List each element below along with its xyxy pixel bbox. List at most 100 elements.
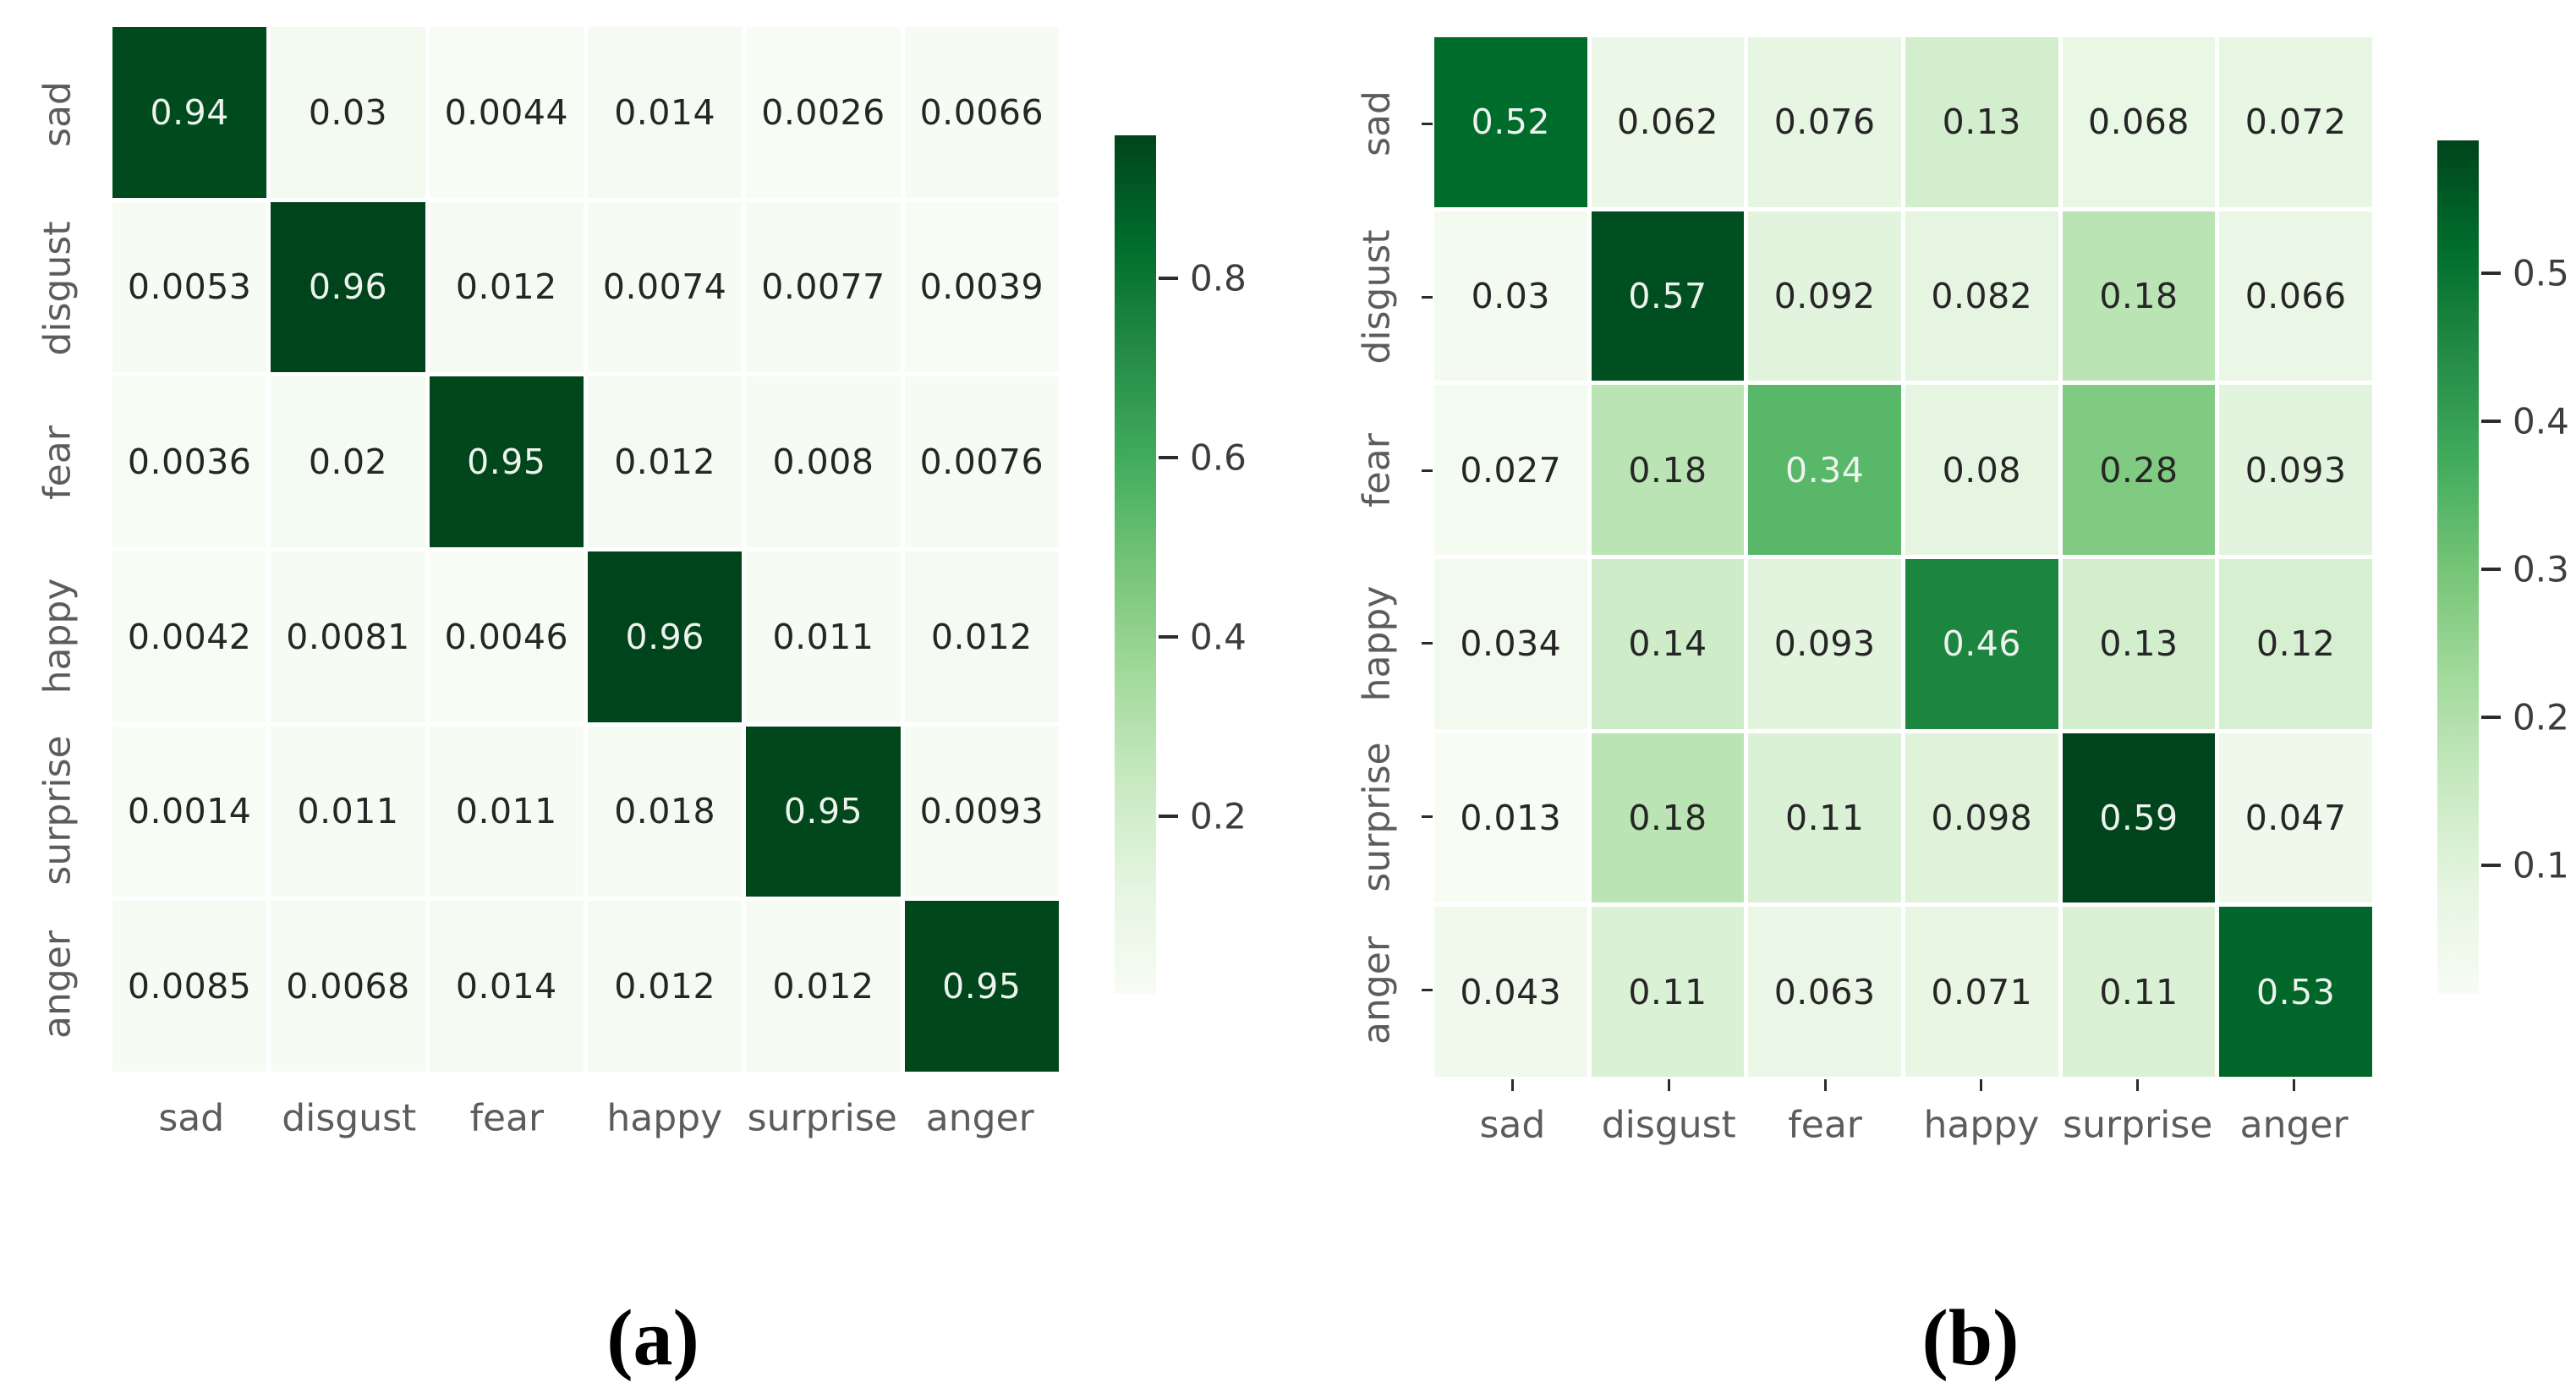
- x-axis-label-surprise: surprise: [2063, 1103, 2213, 1147]
- cell-sad-anger: 0.0066: [904, 27, 1059, 198]
- cell-fear-anger: 0.0076: [904, 376, 1059, 547]
- cell-disgust-disgust: 0.57: [1591, 211, 1745, 381]
- cell-happy-sad: 0.034: [1434, 559, 1587, 729]
- cell-disgust-anger: 0.0039: [904, 201, 1059, 373]
- cell-value: 0.013: [1460, 797, 1562, 838]
- colorbar-tick-mark: [2481, 272, 2501, 276]
- panel-b-caption: (b): [1921, 1294, 2020, 1382]
- cell-sad-fear: 0.0044: [429, 27, 584, 198]
- cell-value: 0.0066: [919, 91, 1044, 133]
- cell-value: 0.018: [614, 791, 716, 832]
- cell-sad-surprise: 0.0026: [746, 27, 901, 198]
- heatmap-grid-b: 0.52 0.062 0.076 0.13 0.068 0.072 0.03 0.57 0.09…: [1434, 37, 2372, 1077]
- cell-value: 0.011: [772, 616, 874, 657]
- cell-fear-anger: 0.093: [2219, 385, 2372, 555]
- cell-anger-sad: 0.0085: [112, 901, 267, 1072]
- cell-surprise-surprise: 0.95: [746, 726, 901, 897]
- colorbar-tick-label: 0.8: [1190, 257, 1247, 299]
- cell-disgust-surprise: 0.18: [2062, 211, 2216, 381]
- y-axis-tick: [1422, 815, 1433, 819]
- cell-happy-fear: 0.093: [1748, 559, 1901, 729]
- x-axis-label-surprise: surprise: [747, 1096, 897, 1140]
- cell-sad-anger: 0.072: [2219, 37, 2372, 207]
- cell-value: 0.0068: [286, 966, 410, 1007]
- cell-surprise-happy: 0.018: [587, 726, 743, 897]
- colorbar-tick-mark: [2481, 568, 2501, 572]
- colorbar-tick-label: 0.5: [2513, 252, 2569, 294]
- x-axis-tick: [1667, 1079, 1670, 1091]
- colorbar-tick-label: 0.6: [1190, 436, 1247, 479]
- cell-surprise-happy: 0.098: [1905, 732, 2058, 903]
- cell-disgust-happy: 0.082: [1905, 211, 2058, 381]
- cell-sad-happy: 0.13: [1905, 37, 2058, 207]
- cell-happy-surprise: 0.011: [746, 551, 901, 722]
- cell-disgust-fear: 0.092: [1748, 211, 1901, 381]
- cell-happy-happy: 0.96: [587, 551, 743, 722]
- cell-value: 0.18: [1628, 797, 1707, 838]
- cell-value: 0.043: [1460, 971, 1562, 1012]
- y-axis-tick: [1422, 642, 1433, 645]
- cell-value: 0.093: [2244, 449, 2347, 491]
- cell-value: 0.46: [1942, 623, 2021, 665]
- cell-value: 0.027: [1460, 449, 1562, 491]
- x-axis-label-happy: happy: [606, 1096, 723, 1140]
- cell-anger-sad: 0.043: [1434, 907, 1587, 1077]
- cell-surprise-anger: 0.047: [2219, 732, 2372, 903]
- cell-disgust-fear: 0.012: [429, 201, 584, 373]
- cell-value: 0.08: [1942, 449, 2021, 491]
- cell-value: 0.96: [308, 266, 388, 308]
- cell-happy-sad: 0.0042: [112, 551, 267, 722]
- cell-sad-surprise: 0.068: [2062, 37, 2216, 207]
- cell-value: 0.092: [1773, 275, 1876, 316]
- cell-value: 0.96: [625, 616, 704, 657]
- cell-sad-happy: 0.014: [587, 27, 743, 198]
- panel-a-caption: (a): [606, 1294, 699, 1382]
- x-axis-label-disgust: disgust: [282, 1096, 417, 1140]
- cell-fear-disgust: 0.18: [1591, 385, 1745, 555]
- colorbar-tick-label: 0.4: [2513, 400, 2569, 442]
- cell-value: 0.0076: [919, 442, 1044, 483]
- cell-disgust-surprise: 0.0077: [746, 201, 901, 373]
- cell-sad-fear: 0.076: [1748, 37, 1901, 207]
- cell-anger-surprise: 0.11: [2062, 907, 2216, 1077]
- cell-value: 0.0085: [127, 966, 252, 1007]
- cell-happy-surprise: 0.13: [2062, 559, 2216, 729]
- colorbar-tick-label: 0.1: [2513, 844, 2569, 886]
- y-axis-tick: [1422, 469, 1433, 472]
- cell-value: 0.0036: [127, 442, 252, 483]
- y-axis-tick: [1422, 989, 1433, 992]
- colorbar-tick-mark: [1159, 277, 1178, 281]
- y-axis-label-anger: anger: [1355, 935, 1399, 1045]
- cell-value: 0.047: [2244, 797, 2347, 838]
- cell-value: 0.95: [783, 791, 863, 832]
- y-axis-tick: [1422, 295, 1433, 299]
- cell-value: 0.014: [614, 91, 716, 133]
- cell-anger-happy: 0.012: [587, 901, 743, 1072]
- cell-disgust-sad: 0.0053: [112, 201, 267, 373]
- cell-happy-fear: 0.0046: [429, 551, 584, 722]
- cell-surprise-sad: 0.0014: [112, 726, 267, 897]
- cell-value: 0.14: [1628, 623, 1707, 665]
- colorbar-a: [1115, 135, 1156, 994]
- cell-fear-happy: 0.012: [587, 376, 743, 547]
- cell-fear-surprise: 0.008: [746, 376, 901, 547]
- cell-sad-disgust: 0.062: [1591, 37, 1745, 207]
- cell-value: 0.008: [772, 442, 874, 483]
- x-axis-label-happy: happy: [1923, 1103, 2040, 1147]
- cell-happy-anger: 0.12: [2219, 559, 2372, 729]
- y-axis-label-happy: happy: [1355, 585, 1399, 702]
- cell-value: 0.076: [1773, 101, 1876, 143]
- cell-value: 0.071: [1931, 971, 2033, 1012]
- cell-value: 0.012: [772, 966, 874, 1007]
- cell-value: 0.093: [1773, 623, 1876, 665]
- cell-value: 0.068: [2088, 101, 2190, 143]
- cell-value: 0.28: [2099, 449, 2179, 491]
- cell-value: 0.063: [1773, 971, 1876, 1012]
- x-axis-tick: [1510, 1079, 1514, 1091]
- cell-fear-sad: 0.0036: [112, 376, 267, 547]
- x-axis-label-sad: sad: [1479, 1103, 1546, 1147]
- cell-value: 0.012: [455, 266, 557, 308]
- x-axis-label-disgust: disgust: [1601, 1103, 1736, 1147]
- x-axis-label-fear: fear: [469, 1096, 545, 1140]
